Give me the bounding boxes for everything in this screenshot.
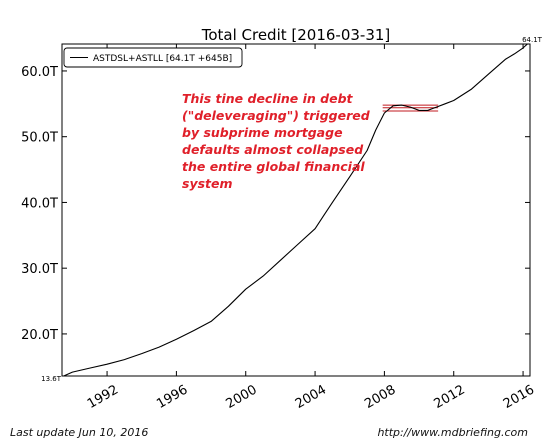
annotation: This tine decline in debt ("deleveraging… [182, 91, 371, 191]
x-tick-label: 1996 [154, 382, 190, 412]
y-tick-label: 40.0T [21, 196, 58, 211]
annotation-line: by subprime mortgage [182, 125, 343, 140]
x-tick-label: 2000 [224, 382, 260, 412]
annotation-line: system [182, 176, 233, 191]
y-tick-label: 50.0T [21, 131, 58, 146]
y-tick-label: 20.0T [21, 328, 58, 343]
y-min-label: 13.6T [41, 375, 62, 383]
source-url-text: http://www.mdbriefing.com [377, 426, 528, 439]
x-tick-label: 2004 [293, 382, 329, 412]
plot-area [61, 43, 531, 377]
reference-lines [382, 104, 439, 112]
series-line [63, 43, 528, 377]
annotation-line: This tine decline in debt [182, 91, 354, 106]
annotation-line: the entire global financial [182, 159, 365, 174]
total-credit-chart: Total Credit [2016-03-31] 20.0T 30.0T 40.0… [21, 26, 543, 412]
x-tick-label: 2008 [362, 382, 398, 412]
legend: ASTDSL+ASTLL [64.1T +645B] [63, 47, 243, 68]
x-tick-label: 2016 [501, 382, 537, 412]
last-update-text: Last update Jun 10, 2016 [10, 426, 149, 439]
annotation-line: defaults almost collapsed [182, 142, 364, 157]
y-tick-label: 60.0T [21, 65, 58, 80]
y-tick-label: 30.0T [21, 262, 58, 277]
legend-label: ASTDSL+ASTLL [64.1T +645B] [93, 54, 232, 64]
y-axis: 20.0T 30.0T 40.0T 50.0T 60.0T [21, 65, 530, 343]
legend-box [63, 47, 243, 68]
x-tick-label: 2012 [432, 382, 468, 412]
x-tick-label: 1992 [85, 382, 121, 412]
y-max-label: 64.1T [522, 36, 543, 44]
chart-title: Total Credit [2016-03-31] [201, 26, 391, 44]
series-group [63, 43, 528, 377]
plot-frame [61, 43, 531, 377]
annotation-line: ("deleveraging") triggered [182, 108, 371, 123]
